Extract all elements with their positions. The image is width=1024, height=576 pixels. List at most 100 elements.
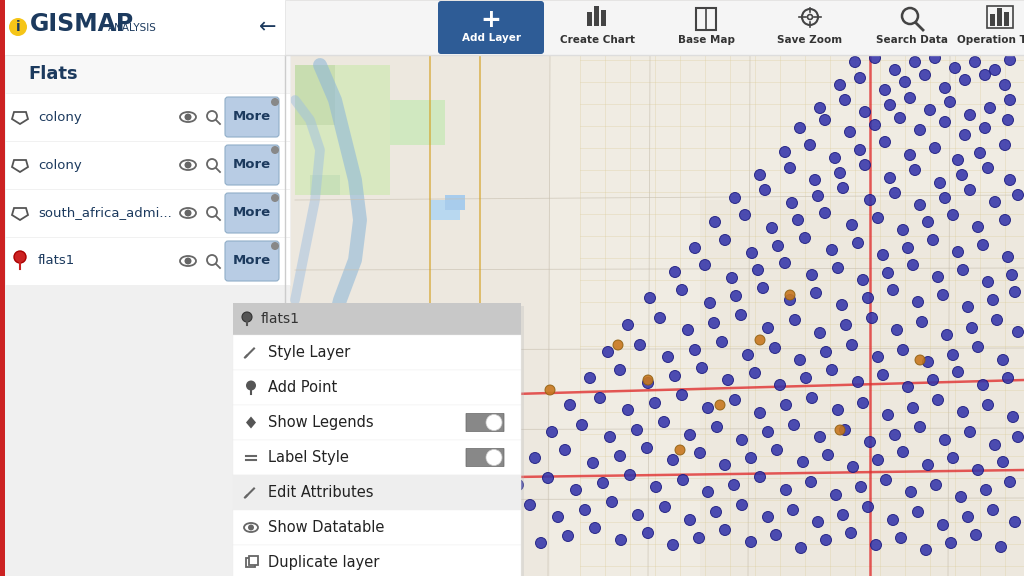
Circle shape <box>1013 327 1024 338</box>
Circle shape <box>745 536 757 548</box>
Circle shape <box>864 437 876 448</box>
Circle shape <box>820 347 831 358</box>
Text: Show Datatable: Show Datatable <box>268 520 384 535</box>
Circle shape <box>271 194 279 202</box>
Circle shape <box>524 499 536 510</box>
Bar <box>990 14 995 26</box>
Circle shape <box>956 169 968 180</box>
Circle shape <box>819 207 830 218</box>
Bar <box>5 285 290 576</box>
Circle shape <box>271 98 279 106</box>
Circle shape <box>796 543 807 554</box>
Circle shape <box>840 425 851 435</box>
Circle shape <box>786 198 798 209</box>
Circle shape <box>248 525 254 530</box>
Circle shape <box>890 65 900 75</box>
Circle shape <box>790 314 801 325</box>
Circle shape <box>997 354 1009 366</box>
Circle shape <box>709 317 720 328</box>
Circle shape <box>859 160 870 170</box>
Circle shape <box>508 525 518 536</box>
Circle shape <box>826 244 838 256</box>
Bar <box>233 335 521 370</box>
Circle shape <box>857 275 868 286</box>
Bar <box>5 93 290 141</box>
Text: More: More <box>232 207 271 219</box>
Circle shape <box>835 79 846 90</box>
Bar <box>390 100 445 145</box>
Circle shape <box>820 535 831 545</box>
Circle shape <box>869 119 881 131</box>
Circle shape <box>642 377 653 388</box>
Circle shape <box>1007 270 1018 281</box>
Circle shape <box>9 18 27 36</box>
Circle shape <box>702 487 714 498</box>
Circle shape <box>890 430 900 441</box>
Circle shape <box>736 499 748 510</box>
Circle shape <box>987 505 998 516</box>
Bar <box>1004 12 1009 26</box>
Circle shape <box>623 320 634 331</box>
Circle shape <box>729 192 740 203</box>
Circle shape <box>965 184 976 195</box>
Circle shape <box>788 419 800 430</box>
Circle shape <box>981 484 991 495</box>
Circle shape <box>641 442 652 453</box>
Bar <box>594 6 599 26</box>
Circle shape <box>878 369 889 381</box>
Circle shape <box>939 116 950 127</box>
Bar <box>601 10 606 26</box>
Circle shape <box>999 139 1011 150</box>
Circle shape <box>774 380 785 391</box>
Circle shape <box>564 400 575 411</box>
Circle shape <box>850 56 860 67</box>
Bar <box>233 303 521 335</box>
Circle shape <box>904 150 915 161</box>
Text: More: More <box>232 255 271 267</box>
Circle shape <box>806 476 816 487</box>
Circle shape <box>184 161 191 169</box>
Circle shape <box>779 146 791 157</box>
Circle shape <box>952 366 964 377</box>
Circle shape <box>739 210 751 221</box>
Circle shape <box>495 506 506 517</box>
Circle shape <box>547 426 557 438</box>
Text: flats1: flats1 <box>38 255 75 267</box>
Circle shape <box>902 381 913 392</box>
Text: flats1: flats1 <box>261 312 300 326</box>
Circle shape <box>184 210 191 217</box>
Circle shape <box>853 237 863 248</box>
Circle shape <box>967 323 978 334</box>
Circle shape <box>859 107 870 118</box>
Circle shape <box>840 94 851 105</box>
Circle shape <box>978 240 988 251</box>
Circle shape <box>982 276 993 287</box>
Circle shape <box>982 400 993 411</box>
Text: Duplicate layer: Duplicate layer <box>268 555 379 570</box>
Circle shape <box>933 271 943 282</box>
Circle shape <box>606 497 617 507</box>
Circle shape <box>945 537 956 548</box>
Circle shape <box>1010 286 1021 297</box>
Circle shape <box>941 329 952 340</box>
Circle shape <box>760 184 770 195</box>
Circle shape <box>928 374 939 385</box>
Circle shape <box>984 103 995 113</box>
Circle shape <box>971 529 981 540</box>
Circle shape <box>835 168 846 179</box>
Circle shape <box>838 510 849 521</box>
Circle shape <box>271 146 279 154</box>
Circle shape <box>632 425 642 435</box>
Bar <box>310 175 340 195</box>
Circle shape <box>562 530 573 541</box>
Circle shape <box>770 529 781 540</box>
Circle shape <box>912 506 924 517</box>
Circle shape <box>864 195 876 206</box>
Circle shape <box>694 448 706 458</box>
Circle shape <box>649 397 660 408</box>
Bar <box>285 0 1024 55</box>
Circle shape <box>872 213 884 223</box>
Circle shape <box>833 263 844 274</box>
Circle shape <box>763 511 773 522</box>
FancyBboxPatch shape <box>438 1 544 54</box>
